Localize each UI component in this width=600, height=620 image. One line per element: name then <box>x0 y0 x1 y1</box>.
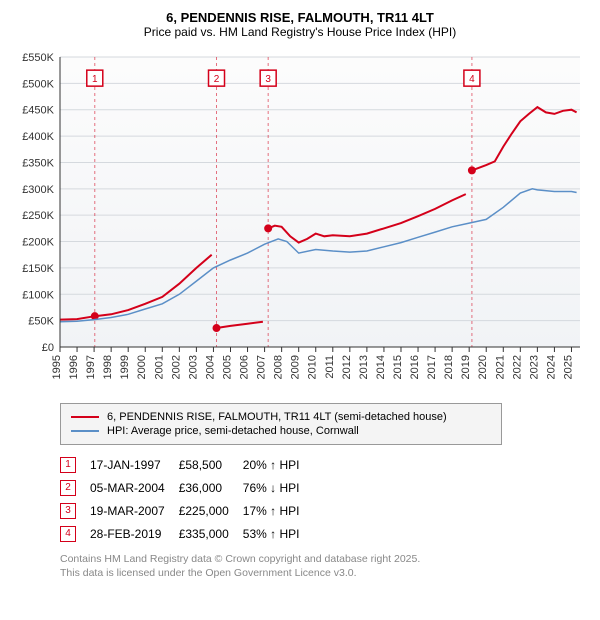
tx-date: 05-MAR-2004 <box>90 476 179 499</box>
table-row: 1 17-JAN-1997 £58,500 20% ↑ HPI <box>60 453 313 476</box>
tx-price: £36,000 <box>179 476 243 499</box>
svg-text:2023: 2023 <box>528 355 540 379</box>
tx-pct: 20% ↑ HPI <box>243 453 314 476</box>
svg-text:1996: 1996 <box>68 355 80 379</box>
svg-text:1: 1 <box>92 74 98 85</box>
svg-text:1998: 1998 <box>102 355 114 379</box>
table-row: 3 19-MAR-2007 £225,000 17% ↑ HPI <box>60 499 313 522</box>
svg-text:2009: 2009 <box>290 355 302 379</box>
svg-text:2010: 2010 <box>307 355 319 379</box>
svg-text:£350K: £350K <box>22 157 54 169</box>
svg-text:£500K: £500K <box>22 78 54 90</box>
svg-text:£0: £0 <box>42 342 54 354</box>
svg-text:1999: 1999 <box>119 355 131 379</box>
svg-text:2005: 2005 <box>221 355 233 379</box>
tx-pct: 76% ↓ HPI <box>243 476 314 499</box>
svg-text:2007: 2007 <box>256 355 268 379</box>
svg-text:£50K: £50K <box>28 316 54 328</box>
tx-date: 17-JAN-1997 <box>90 453 179 476</box>
svg-text:2011: 2011 <box>324 355 336 379</box>
svg-text:2018: 2018 <box>443 355 455 379</box>
marker-badge: 2 <box>60 480 76 496</box>
svg-text:2016: 2016 <box>409 355 421 379</box>
svg-text:£200K: £200K <box>22 237 54 249</box>
svg-text:1995: 1995 <box>51 355 63 379</box>
marker-badge: 1 <box>60 457 76 473</box>
marker-badge: 4 <box>60 526 76 542</box>
footer-attribution: Contains HM Land Registry data © Crown c… <box>60 553 590 580</box>
svg-text:2025: 2025 <box>562 355 574 379</box>
chart-title-1: 6, PENDENNIS RISE, FALMOUTH, TR11 4LT <box>10 10 590 25</box>
svg-text:£450K: £450K <box>22 105 54 117</box>
svg-text:2020: 2020 <box>477 355 489 379</box>
legend-label: HPI: Average price, semi-detached house,… <box>107 425 359 437</box>
chart-title-2: Price paid vs. HM Land Registry's House … <box>10 25 590 39</box>
tx-price: £58,500 <box>179 453 243 476</box>
table-row: 2 05-MAR-2004 £36,000 76% ↓ HPI <box>60 476 313 499</box>
svg-text:2000: 2000 <box>136 355 148 379</box>
svg-text:2015: 2015 <box>392 355 404 379</box>
legend-swatch-red <box>71 416 99 418</box>
chart-area: £0 £50K £100K £150K £200K £250K £300K £350K £400… <box>10 47 590 397</box>
svg-text:2: 2 <box>214 74 220 85</box>
tx-price: £225,000 <box>179 499 243 522</box>
tx-pct: 17% ↑ HPI <box>243 499 314 522</box>
footer-line: Contains HM Land Registry data © Crown c… <box>60 553 590 567</box>
svg-text:2012: 2012 <box>341 355 353 379</box>
transactions-table: 1 17-JAN-1997 £58,500 20% ↑ HPI2 05-MAR-… <box>60 453 313 545</box>
svg-text:2017: 2017 <box>426 355 438 379</box>
svg-text:3: 3 <box>265 74 271 85</box>
legend-swatch-blue <box>71 430 99 432</box>
svg-text:2006: 2006 <box>239 355 251 379</box>
legend-item: 6, PENDENNIS RISE, FALMOUTH, TR11 4LT (s… <box>71 410 491 424</box>
svg-text:2021: 2021 <box>494 355 506 379</box>
line-chart: £0 £50K £100K £150K £200K £250K £300K £350K £400… <box>10 47 590 397</box>
svg-text:1997: 1997 <box>85 355 97 379</box>
table-row: 4 28-FEB-2019 £335,000 53% ↑ HPI <box>60 522 313 545</box>
legend-label: 6, PENDENNIS RISE, FALMOUTH, TR11 4LT (s… <box>107 411 447 423</box>
svg-text:£550K: £550K <box>22 52 54 64</box>
svg-text:£300K: £300K <box>22 184 54 196</box>
legend-item: HPI: Average price, semi-detached house,… <box>71 424 491 438</box>
svg-text:£250K: £250K <box>22 210 54 222</box>
svg-text:2024: 2024 <box>545 355 557 379</box>
tx-date: 19-MAR-2007 <box>90 499 179 522</box>
svg-text:2013: 2013 <box>358 355 370 379</box>
svg-text:£150K: £150K <box>22 263 54 275</box>
legend: 6, PENDENNIS RISE, FALMOUTH, TR11 4LT (s… <box>60 403 502 445</box>
svg-text:2019: 2019 <box>460 355 472 379</box>
svg-text:4: 4 <box>469 74 475 85</box>
tx-date: 28-FEB-2019 <box>90 522 179 545</box>
svg-text:2001: 2001 <box>153 355 165 379</box>
svg-text:2002: 2002 <box>170 355 182 379</box>
svg-text:2008: 2008 <box>273 355 285 379</box>
svg-text:£100K: £100K <box>22 289 54 301</box>
svg-text:£400K: £400K <box>22 131 54 143</box>
svg-text:2014: 2014 <box>375 355 387 379</box>
marker-badge: 3 <box>60 503 76 519</box>
footer-line: This data is licensed under the Open Gov… <box>60 567 590 581</box>
svg-text:2004: 2004 <box>204 355 216 379</box>
svg-text:2022: 2022 <box>511 355 523 379</box>
tx-pct: 53% ↑ HPI <box>243 522 314 545</box>
svg-text:2003: 2003 <box>187 355 199 379</box>
tx-price: £335,000 <box>179 522 243 545</box>
